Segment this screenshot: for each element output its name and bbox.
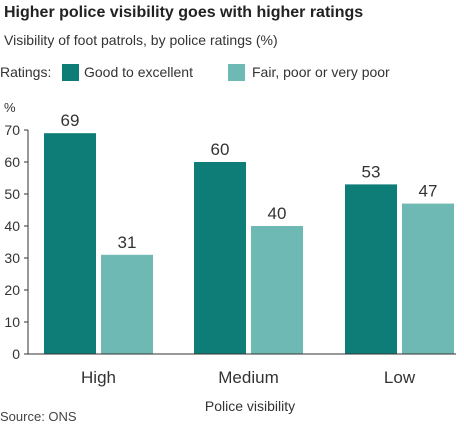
bar-value-label: 47: [419, 182, 438, 201]
source-note: Source: ONS: [0, 409, 77, 424]
bar: [194, 162, 246, 354]
y-axis-unit-label: %: [4, 100, 16, 115]
legend-swatch-fair: [228, 64, 245, 81]
y-tick-label: 0: [12, 346, 20, 362]
y-tick-label: 50: [4, 186, 20, 202]
x-tick-label: High: [81, 368, 116, 387]
bar-value-label: 69: [61, 111, 80, 130]
bar: [44, 133, 96, 354]
y-tick-label: 20: [4, 282, 20, 298]
bar: [345, 184, 397, 354]
y-tick-label: 10: [4, 314, 20, 330]
chart-title: Higher police visibility goes with highe…: [4, 4, 364, 21]
x-tick-label: Medium: [218, 368, 278, 387]
bar-value-label: 31: [118, 233, 137, 252]
bar-value-label: 60: [211, 140, 230, 159]
x-tick-label: Low: [384, 368, 416, 387]
legend-swatch-good: [62, 64, 79, 81]
legend-label-good: Good to excellent: [84, 64, 193, 80]
bar-value-label: 53: [362, 162, 381, 181]
chart-subtitle: Visibility of foot patrols, by police ra…: [4, 32, 278, 48]
bar: [402, 203, 454, 354]
bar: [101, 254, 153, 354]
legend-label-fair: Fair, poor or very poor: [252, 64, 390, 80]
y-tick-label: 60: [4, 154, 20, 170]
y-tick-label: 30: [4, 250, 20, 266]
y-tick-label: 70: [4, 122, 20, 138]
x-axis-title: Police visibility: [205, 398, 295, 414]
bar: [251, 226, 303, 354]
bar-value-label: 40: [268, 204, 287, 223]
legend-prefix: Ratings:: [0, 64, 52, 80]
y-tick-label: 40: [4, 218, 20, 234]
